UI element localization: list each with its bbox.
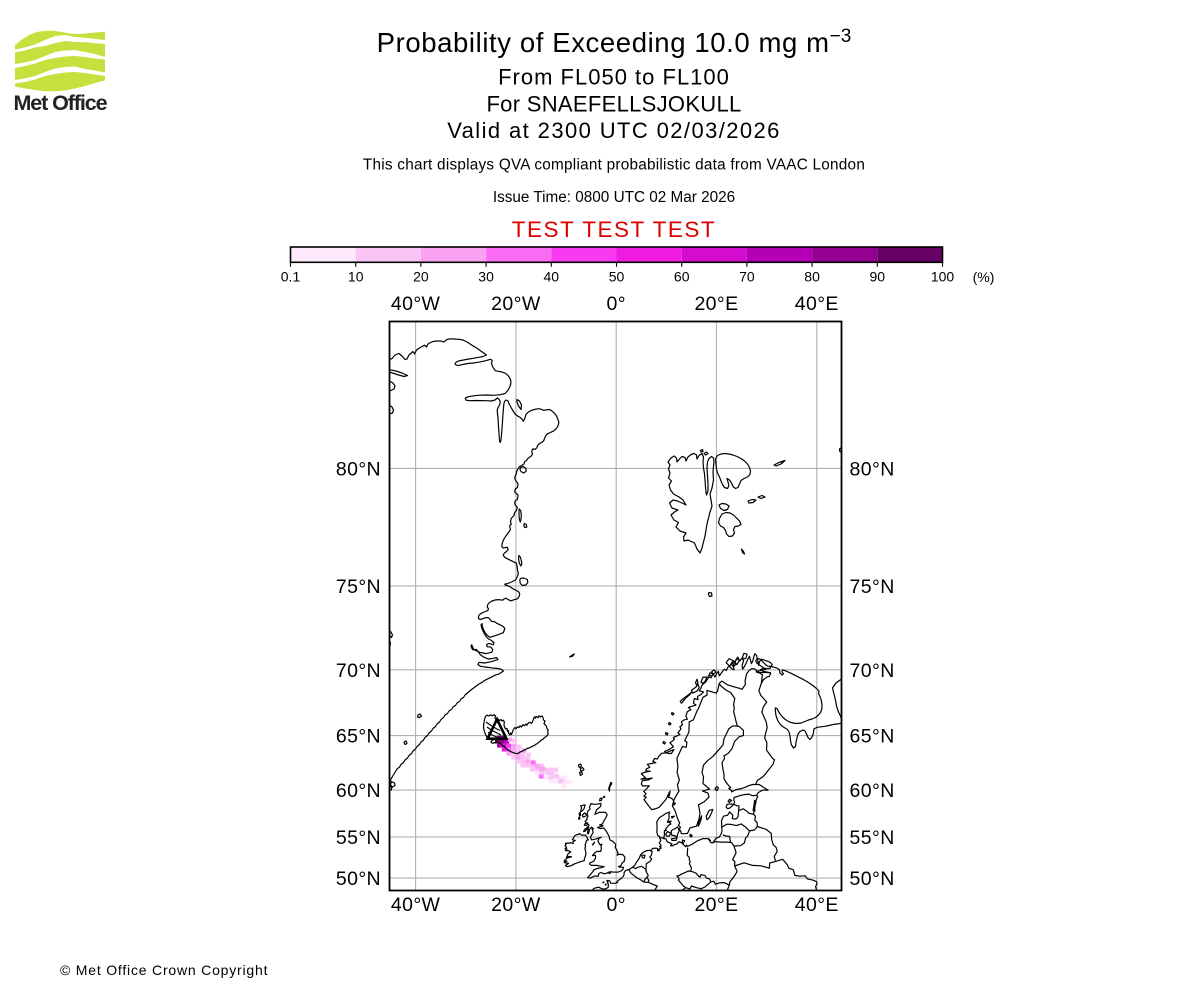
svg-text:0°: 0° (606, 293, 625, 315)
svg-text:60°N: 60°N (850, 780, 895, 802)
svg-text:From FL050 to FL100: From FL050 to FL100 (498, 65, 730, 90)
svg-text:40: 40 (544, 269, 560, 285)
svg-text:75°N: 75°N (336, 576, 381, 598)
svg-text:TEST TEST TEST: TEST TEST TEST (512, 217, 716, 242)
svg-text:55°N: 55°N (336, 827, 381, 849)
svg-text:100: 100 (931, 269, 955, 285)
svg-text:0.1: 0.1 (281, 269, 301, 285)
svg-text:80: 80 (804, 269, 820, 285)
svg-text:20°E: 20°E (694, 894, 738, 916)
svg-text:Valid at 2300 UTC 02/03/2026: Valid at 2300 UTC 02/03/2026 (447, 118, 781, 143)
svg-text:10: 10 (348, 269, 364, 285)
svg-text:40°E: 40°E (795, 293, 839, 315)
svg-text:70°N: 70°N (336, 660, 381, 682)
svg-text:0°: 0° (606, 894, 625, 916)
svg-text:80°N: 80°N (336, 458, 381, 480)
svg-text:Met Office: Met Office (14, 91, 108, 115)
svg-text:Probability of Exceeding 10.0: Probability of Exceeding 10.0 mg m−3 (377, 26, 852, 58)
svg-text:Issue Time: 0800 UTC 02 Mar 20: Issue Time: 0800 UTC 02 Mar 2026 (493, 189, 735, 206)
svg-text:65°N: 65°N (850, 726, 895, 748)
svg-text:50°N: 50°N (336, 868, 381, 890)
svg-text:90: 90 (870, 269, 886, 285)
svg-text:60°N: 60°N (336, 780, 381, 802)
svg-text:20: 20 (413, 269, 429, 285)
svg-text:40°W: 40°W (391, 293, 441, 315)
svg-text:40°E: 40°E (795, 894, 839, 916)
svg-text:20°W: 20°W (491, 894, 541, 916)
svg-text:75°N: 75°N (850, 576, 895, 598)
svg-text:30: 30 (478, 269, 494, 285)
svg-text:50: 50 (609, 269, 625, 285)
svg-text:This chart displays QVA compli: This chart displays QVA compliant probab… (363, 157, 865, 174)
svg-text:20°W: 20°W (491, 293, 541, 315)
svg-text:For SNAEFELLSJOKULL: For SNAEFELLSJOKULL (486, 91, 741, 116)
svg-text:80°N: 80°N (850, 458, 895, 480)
svg-text:40°W: 40°W (391, 894, 441, 916)
svg-text:20°E: 20°E (694, 293, 738, 315)
svg-text:© Met Office Crown Copyright: © Met Office Crown Copyright (60, 962, 268, 978)
svg-text:60: 60 (674, 269, 690, 285)
svg-text:50°N: 50°N (850, 868, 895, 890)
svg-text:70: 70 (739, 269, 755, 285)
svg-text:(%): (%) (973, 269, 995, 285)
svg-text:55°N: 55°N (850, 827, 895, 849)
svg-text:65°N: 65°N (336, 726, 381, 748)
svg-text:70°N: 70°N (850, 660, 895, 682)
